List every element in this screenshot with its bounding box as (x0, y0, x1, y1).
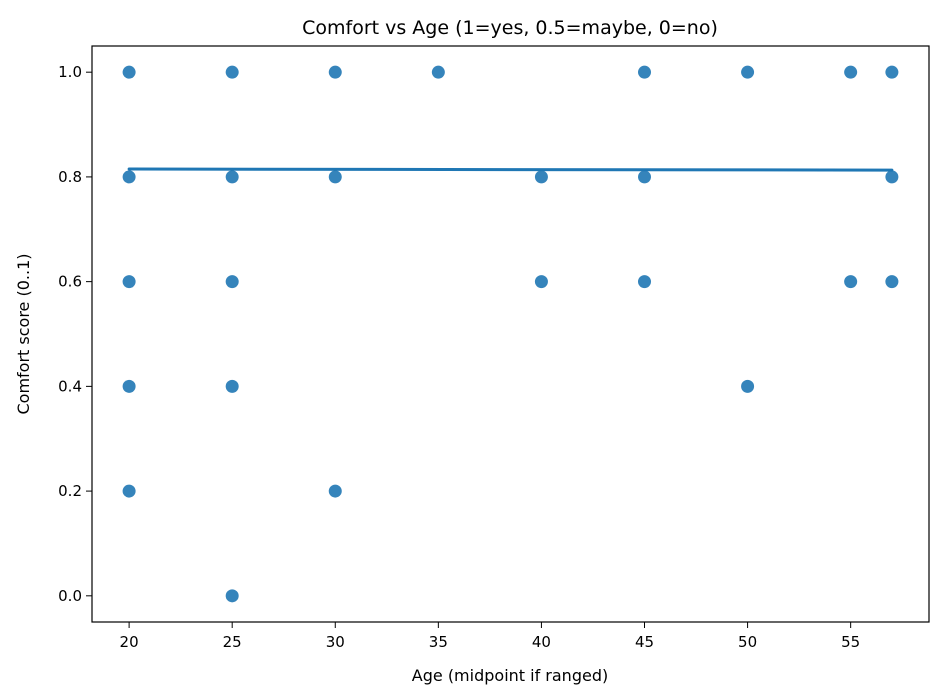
data-point (844, 65, 858, 79)
trend-line (127, 167, 894, 172)
y-axis-label: Comfort score (0..1) (14, 254, 33, 415)
chart-title: Comfort vs Age (1=yes, 0.5=maybe, 0=no) (302, 17, 718, 39)
plot-frame (91, 45, 930, 623)
data-point (225, 275, 239, 289)
data-point (122, 170, 136, 184)
plot-area (91, 45, 930, 623)
data-point (638, 275, 652, 289)
data-point (885, 65, 899, 79)
data-point (122, 484, 136, 498)
y-tick-label: 1.0 (58, 63, 82, 81)
x-axis: 20 25 30 35 40 45 50 55 (120, 622, 860, 651)
x-tick-label: 35 (429, 633, 448, 651)
data-point (122, 65, 136, 79)
data-point (741, 379, 755, 393)
y-axis: 0.0 0.2 0.4 0.6 0.8 1.0 (58, 63, 92, 605)
x-tick-label: 50 (738, 633, 757, 651)
data-point (534, 275, 548, 289)
y-tick-label: 0.4 (58, 377, 82, 395)
x-tick-label: 55 (841, 633, 860, 651)
data-point (122, 275, 136, 289)
y-tick-label: 0.2 (58, 482, 82, 500)
y-tick-label: 0.0 (58, 587, 82, 605)
data-point (225, 170, 239, 184)
x-tick-label: 45 (635, 633, 654, 651)
data-point (225, 379, 239, 393)
data-point (638, 170, 652, 184)
data-point (122, 379, 136, 393)
data-point (225, 589, 239, 603)
data-point (328, 65, 342, 79)
x-tick-label: 40 (532, 633, 551, 651)
y-tick-label: 0.8 (58, 168, 82, 186)
data-point (534, 170, 548, 184)
x-tick-label: 25 (223, 633, 242, 651)
x-tick-label: 20 (120, 633, 139, 651)
data-point (844, 275, 858, 289)
data-point (885, 275, 899, 289)
y-tick-label: 0.6 (58, 273, 82, 291)
data-point (431, 65, 445, 79)
data-point (328, 484, 342, 498)
x-axis-label: Age (midpoint if ranged) (412, 666, 608, 685)
data-point (638, 65, 652, 79)
data-point (225, 65, 239, 79)
data-point (328, 170, 342, 184)
data-point (885, 170, 899, 184)
x-tick-label: 30 (326, 633, 345, 651)
data-point (741, 65, 755, 79)
